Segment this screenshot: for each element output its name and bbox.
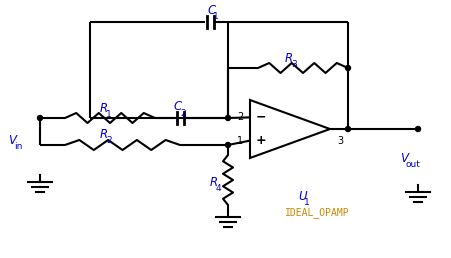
Text: R: R [210, 175, 218, 189]
Text: 1: 1 [106, 110, 112, 119]
Text: 2: 2 [237, 112, 243, 122]
Circle shape [226, 142, 230, 148]
Text: in: in [14, 142, 23, 151]
Text: IDEAL_OPAMP: IDEAL_OPAMP [285, 207, 350, 219]
Circle shape [37, 116, 42, 120]
Text: 1: 1 [237, 136, 243, 146]
Text: 1: 1 [304, 198, 310, 207]
Text: 1: 1 [213, 12, 219, 21]
Text: 2: 2 [180, 109, 186, 118]
Text: +: + [256, 134, 267, 147]
Text: −: − [256, 111, 267, 124]
Circle shape [345, 126, 350, 132]
Text: R: R [100, 101, 108, 115]
Circle shape [345, 66, 350, 70]
Text: U: U [298, 189, 307, 203]
Text: C: C [207, 4, 215, 17]
Text: 3: 3 [291, 60, 297, 69]
Text: 3: 3 [337, 136, 343, 146]
Circle shape [415, 126, 420, 132]
Text: R: R [100, 127, 108, 141]
Circle shape [226, 116, 230, 120]
Text: R: R [285, 52, 293, 64]
Text: V: V [8, 133, 16, 147]
Text: C: C [174, 101, 182, 114]
Text: 2: 2 [106, 136, 112, 145]
Text: V: V [400, 151, 408, 165]
Text: out: out [406, 160, 421, 169]
Text: 4: 4 [216, 184, 221, 193]
